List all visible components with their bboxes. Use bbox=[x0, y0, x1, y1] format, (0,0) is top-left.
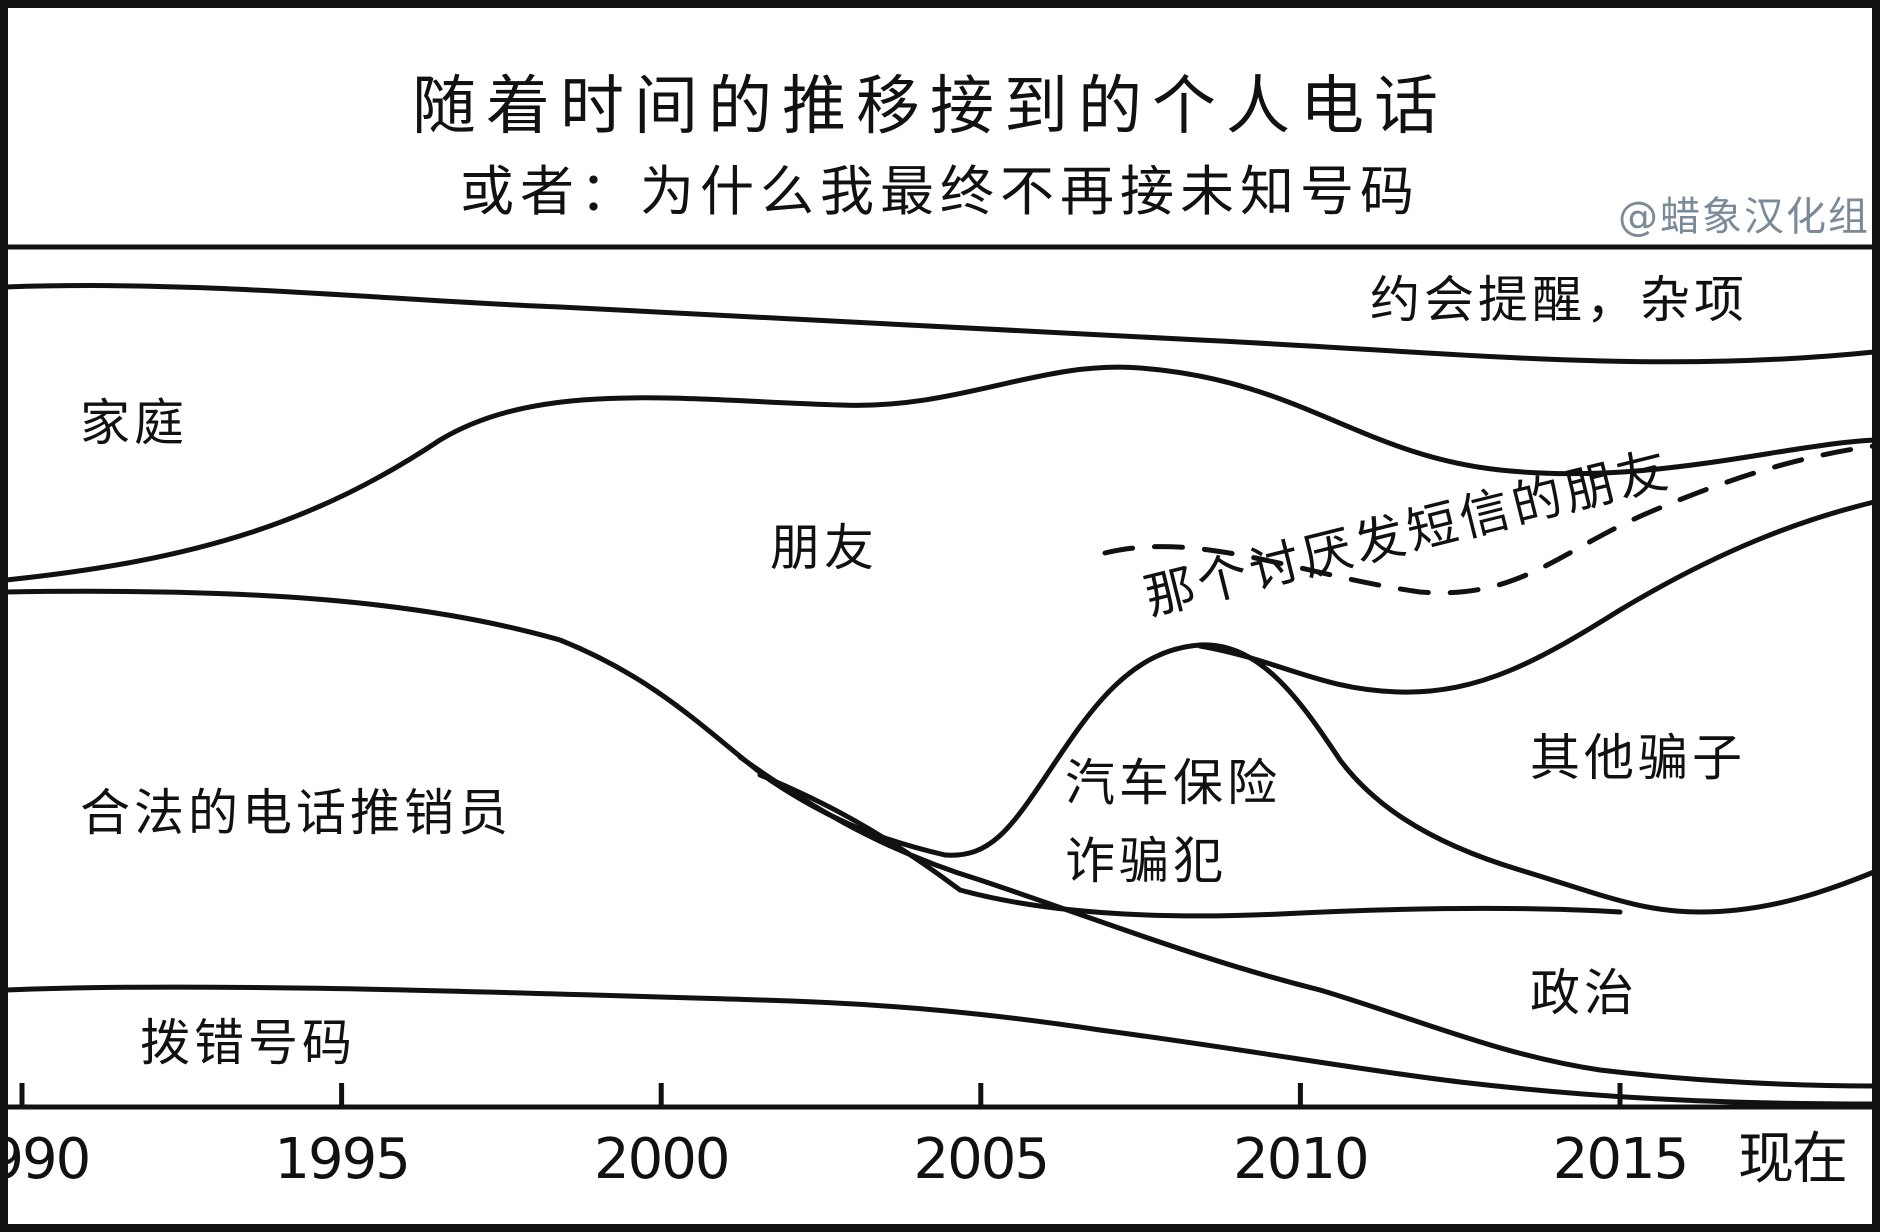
label-friends: 朋友 bbox=[770, 519, 878, 577]
chart-subtitle: 或者：为什么我最终不再接未知号码 bbox=[460, 160, 1420, 223]
label-telemarketers: 合法的电话推销员 bbox=[80, 784, 512, 842]
x-tick-label: 2010 bbox=[1233, 1127, 1368, 1192]
x-tick-label: 2000 bbox=[594, 1127, 729, 1192]
label-car-insurance-1: 汽车保险 bbox=[1065, 754, 1281, 812]
boundary-politics bbox=[737, 754, 1877, 1089]
label-appointments: 约会提醒，杂项 bbox=[1370, 271, 1748, 329]
boundary-car-insurance bbox=[942, 642, 1877, 915]
boundary-lines bbox=[3, 283, 1877, 1107]
label-family: 家庭 bbox=[80, 394, 188, 452]
x-axis-ticks: 1990 1995 2000 2005 2010 2015 现在 bbox=[0, 1083, 1848, 1192]
boundary-texting-friend-top bbox=[1102, 443, 1877, 596]
x-tick-label: 2015 bbox=[1553, 1127, 1688, 1192]
x-tick-label: 2005 bbox=[914, 1127, 1049, 1192]
boundary-texting-friend bbox=[1197, 499, 1877, 695]
x-tick-label: 现在 bbox=[1738, 1127, 1846, 1192]
label-car-insurance-2: 诈骗犯 bbox=[1065, 832, 1227, 890]
x-tick-label: 1990 bbox=[0, 1127, 89, 1192]
label-wrong-number: 拨错号码 bbox=[140, 1014, 356, 1072]
credit-watermark: @蜡象汉化组 bbox=[1618, 194, 1870, 240]
boundary-politics-top bbox=[757, 772, 1623, 919]
label-other-scammers: 其他骗子 bbox=[1530, 729, 1746, 787]
chart-title: 随着时间的推移接到的个人电话 bbox=[412, 70, 1448, 144]
x-tick-label: 1995 bbox=[274, 1127, 409, 1192]
label-texting-friend: 那个讨厌发短信的朋友 bbox=[1139, 440, 1677, 627]
boundary-family-friends bbox=[3, 364, 1877, 583]
boundary-wrong-number bbox=[3, 984, 1877, 1107]
label-politics: 政治 bbox=[1530, 964, 1638, 1022]
boundary-appointments bbox=[3, 283, 1877, 365]
